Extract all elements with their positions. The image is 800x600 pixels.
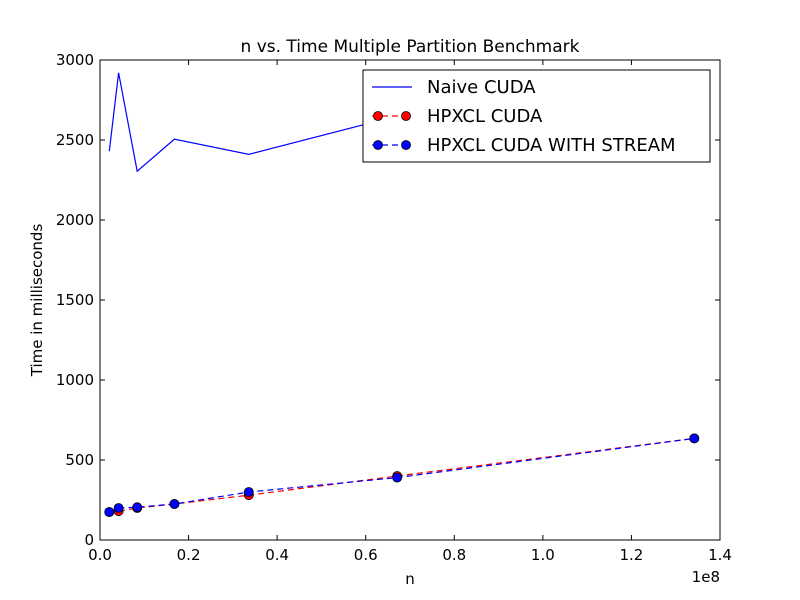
legend-marker-2 xyxy=(401,140,411,150)
legend: Naive CUDA HPXCL CUDA HPXCL CUDA WITH STRE… xyxy=(362,69,711,163)
x-axis-label: n xyxy=(405,570,415,588)
x-tick-label: 1.4 xyxy=(708,546,732,564)
series-layer xyxy=(104,72,700,517)
series-point-2 xyxy=(113,503,124,513)
legend-label-0: Naive CUDA xyxy=(427,77,536,98)
series-point-2 xyxy=(169,499,180,509)
y-tick-label: 1000 xyxy=(56,371,94,389)
y-tick-label: 1500 xyxy=(56,291,94,309)
y-axis-label: Time in milliseconds xyxy=(28,224,46,378)
x-tick-label: 1.2 xyxy=(619,546,643,564)
series-point-2 xyxy=(392,472,403,483)
x-axis-offset-label: 1e8 xyxy=(692,568,720,586)
series-point-2 xyxy=(104,507,115,517)
x-tick-label: 0.4 xyxy=(265,546,289,564)
x-tick-label: 0.2 xyxy=(177,546,201,564)
x-tick-label: 0.0 xyxy=(88,546,112,564)
x-tick-label: 0.6 xyxy=(354,546,378,564)
y-tick-label: 500 xyxy=(65,451,94,469)
y-axis: 0 500 1000 1500 2000 2500 3000 xyxy=(56,51,720,549)
x-tick-label: 1.0 xyxy=(531,546,555,564)
legend-label-1: HPXCL CUDA xyxy=(427,106,543,127)
y-tick-label: 3000 xyxy=(56,51,94,69)
legend-marker-1 xyxy=(373,111,383,121)
y-tick-label: 0 xyxy=(84,531,94,549)
legend-marker-1 xyxy=(401,111,411,121)
y-tick-label: 2500 xyxy=(56,131,94,149)
x-axis: 0.0 0.2 0.4 0.6 0.8 1.0 1.2 1.4 xyxy=(88,60,732,564)
series-point-2 xyxy=(689,433,700,444)
legend-box xyxy=(362,69,711,163)
chart-title: n vs. Time Multiple Partition Benchmark xyxy=(241,37,580,57)
legend-marker-2 xyxy=(373,140,383,150)
series-point-2 xyxy=(132,502,143,513)
y-tick-label: 2000 xyxy=(56,211,94,229)
series-point-2 xyxy=(243,487,254,497)
legend-label-2: HPXCL CUDA WITH STREAM xyxy=(427,135,676,156)
x-tick-label: 0.8 xyxy=(442,546,466,564)
